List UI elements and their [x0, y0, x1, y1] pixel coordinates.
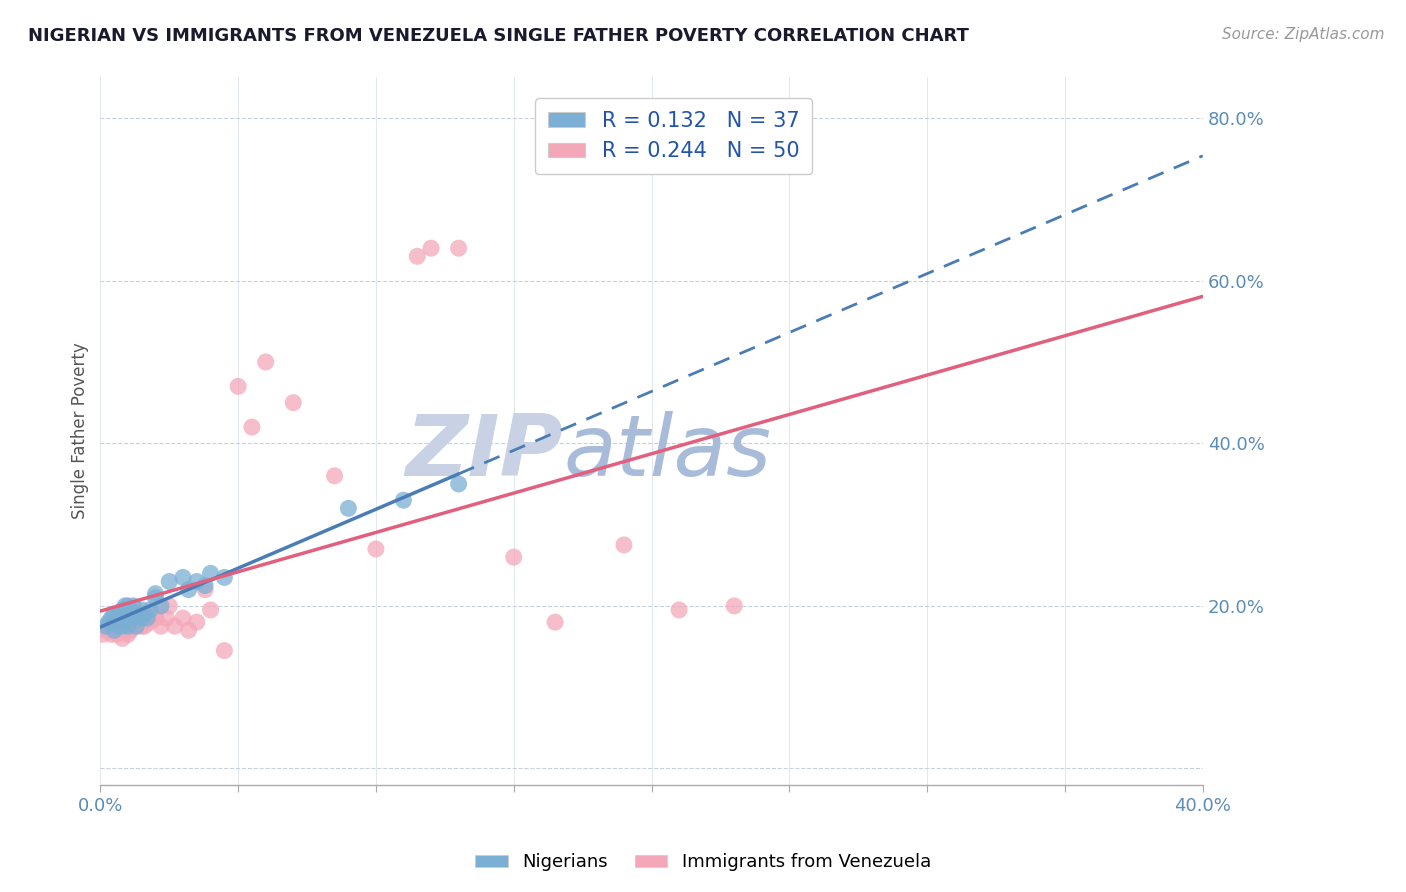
Point — [194, 578, 217, 592]
Point — [114, 599, 136, 613]
Point — [337, 501, 360, 516]
Point — [114, 615, 136, 629]
Point — [447, 477, 470, 491]
Point — [723, 599, 745, 613]
Point — [117, 615, 139, 629]
Point — [103, 615, 125, 629]
Point — [149, 599, 172, 613]
Point — [544, 615, 567, 629]
Point — [226, 379, 249, 393]
Point — [122, 615, 145, 629]
Point — [668, 603, 690, 617]
Point — [117, 627, 139, 641]
Point — [177, 582, 200, 597]
Text: atlas: atlas — [564, 411, 772, 494]
Point — [125, 619, 148, 633]
Point — [502, 550, 524, 565]
Point — [240, 420, 263, 434]
Point — [420, 241, 443, 255]
Point — [97, 619, 120, 633]
Point — [134, 607, 156, 621]
Point — [613, 538, 636, 552]
Point — [120, 624, 142, 638]
Point — [200, 566, 222, 581]
Point — [108, 611, 131, 625]
Point — [145, 587, 167, 601]
Point — [149, 619, 172, 633]
Point — [103, 607, 125, 621]
Legend: Nigerians, Immigrants from Venezuela: Nigerians, Immigrants from Venezuela — [468, 847, 938, 879]
Point — [139, 603, 162, 617]
Point — [172, 570, 194, 584]
Point — [323, 468, 346, 483]
Point — [172, 611, 194, 625]
Point — [136, 611, 159, 625]
Point — [122, 599, 145, 613]
Point — [97, 615, 120, 629]
Point — [145, 611, 167, 625]
Point — [194, 582, 217, 597]
Point — [108, 619, 131, 633]
Point — [105, 619, 128, 633]
Point — [100, 611, 122, 625]
Point — [114, 624, 136, 638]
Point — [131, 607, 153, 621]
Point — [122, 607, 145, 621]
Text: NIGERIAN VS IMMIGRANTS FROM VENEZUELA SINGLE FATHER POVERTY CORRELATION CHART: NIGERIAN VS IMMIGRANTS FROM VENEZUELA SI… — [28, 27, 969, 45]
Point — [111, 619, 134, 633]
Point — [111, 632, 134, 646]
Point — [117, 619, 139, 633]
Point — [447, 241, 470, 255]
Point — [283, 395, 305, 409]
Point — [155, 611, 177, 625]
Point — [186, 615, 208, 629]
Point — [117, 611, 139, 625]
Point — [163, 619, 186, 633]
Point — [108, 607, 131, 621]
Text: ZIP: ZIP — [406, 411, 564, 494]
Point — [186, 574, 208, 589]
Point — [214, 643, 236, 657]
Point — [139, 615, 162, 629]
Point — [131, 603, 153, 617]
Point — [105, 627, 128, 641]
Point — [122, 611, 145, 625]
Point — [100, 627, 122, 641]
Legend: R = 0.132   N = 37, R = 0.244   N = 50: R = 0.132 N = 37, R = 0.244 N = 50 — [536, 98, 813, 174]
Point — [114, 607, 136, 621]
Point — [364, 541, 387, 556]
Point — [145, 607, 167, 621]
Point — [157, 599, 180, 613]
Point — [254, 355, 277, 369]
Point — [94, 624, 117, 638]
Point — [125, 619, 148, 633]
Point — [131, 611, 153, 625]
Text: Source: ZipAtlas.com: Source: ZipAtlas.com — [1222, 27, 1385, 42]
Point — [103, 624, 125, 638]
Point — [406, 249, 429, 263]
Y-axis label: Single Father Poverty: Single Father Poverty — [72, 343, 89, 519]
Point — [200, 603, 222, 617]
Point — [103, 624, 125, 638]
Point — [128, 607, 150, 621]
Point — [392, 493, 415, 508]
Point — [136, 611, 159, 625]
Point — [177, 624, 200, 638]
Point — [134, 619, 156, 633]
Point — [91, 627, 114, 641]
Point — [117, 599, 139, 613]
Point — [145, 591, 167, 605]
Point — [157, 574, 180, 589]
Point — [105, 611, 128, 625]
Point — [111, 603, 134, 617]
Point — [111, 611, 134, 625]
Point — [131, 619, 153, 633]
Point — [94, 619, 117, 633]
Point — [214, 570, 236, 584]
